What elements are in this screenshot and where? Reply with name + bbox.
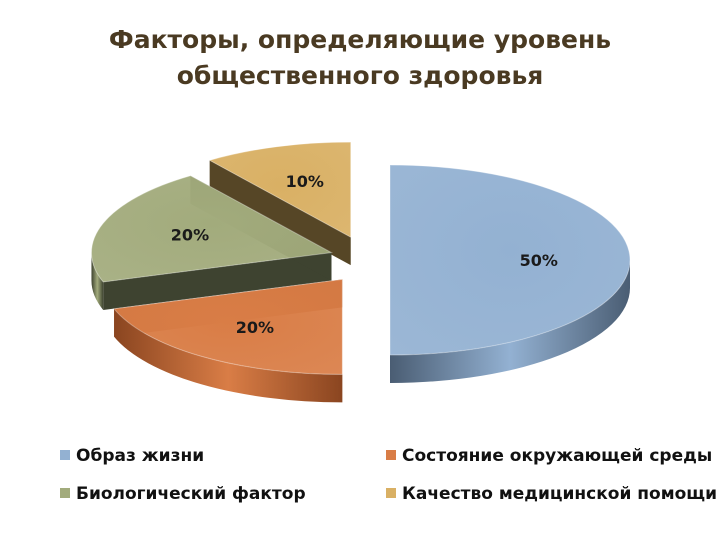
pie-slice-medical-care [208,141,352,266]
legend-item-environment: Состояние окружающей среды [386,446,712,466]
pie-slice-environment-side-0 [114,308,343,403]
legend-swatch-biological [60,488,70,498]
legend-label-medical-care: Качество медицинской помощи [402,484,718,504]
data-label-biological: 20% [171,225,209,244]
pie-slice-biological-top [90,175,334,283]
chart-title-line-2: общественного здоровья [176,61,544,90]
data-label-environment: 20% [236,318,274,337]
data-label-lifestyle: 50% [520,251,558,270]
pie-slice-medical-care-top [208,141,352,239]
chart-title: Факторы, определяющие уровень общественн… [0,22,720,94]
pie-slice-environment-top [113,278,343,375]
legend-item-medical-care: Качество медицинской помощи [386,484,717,504]
legend-label-biological: Биологический фактор [76,484,306,504]
pie-slice-lifestyle [389,164,631,383]
chart-title-line-1: Факторы, определяющие уровень [108,25,612,54]
data-label-medical-care: 10% [286,172,324,191]
pie-slice-lifestyle-side-0 [390,260,630,383]
legend-swatch-medical-care [386,488,396,498]
pie-slice-biological-side-0 [91,252,104,310]
pie-slice-environment [113,278,343,403]
pie-slice-biological-wall-0 [103,252,332,310]
pie-chart: 50% 20% 20% 10% [90,141,631,403]
legend-label-lifestyle: Образ жизни [76,446,205,466]
pie-slice-medical-care-wall-0 [209,160,351,266]
legend-swatch-lifestyle [60,450,70,460]
legend-item-lifestyle: Образ жизни [60,446,204,466]
legend-label-environment: Состояние окружающей среды [402,446,713,466]
pie-slice-biological [90,175,334,310]
legend-swatch-environment [386,450,396,460]
pie-slice-lifestyle-top [389,164,631,356]
legend-item-biological: Биологический фактор [60,484,306,504]
chart-legend: Образ жизни Состояние окружающей среды Б… [0,430,720,530]
